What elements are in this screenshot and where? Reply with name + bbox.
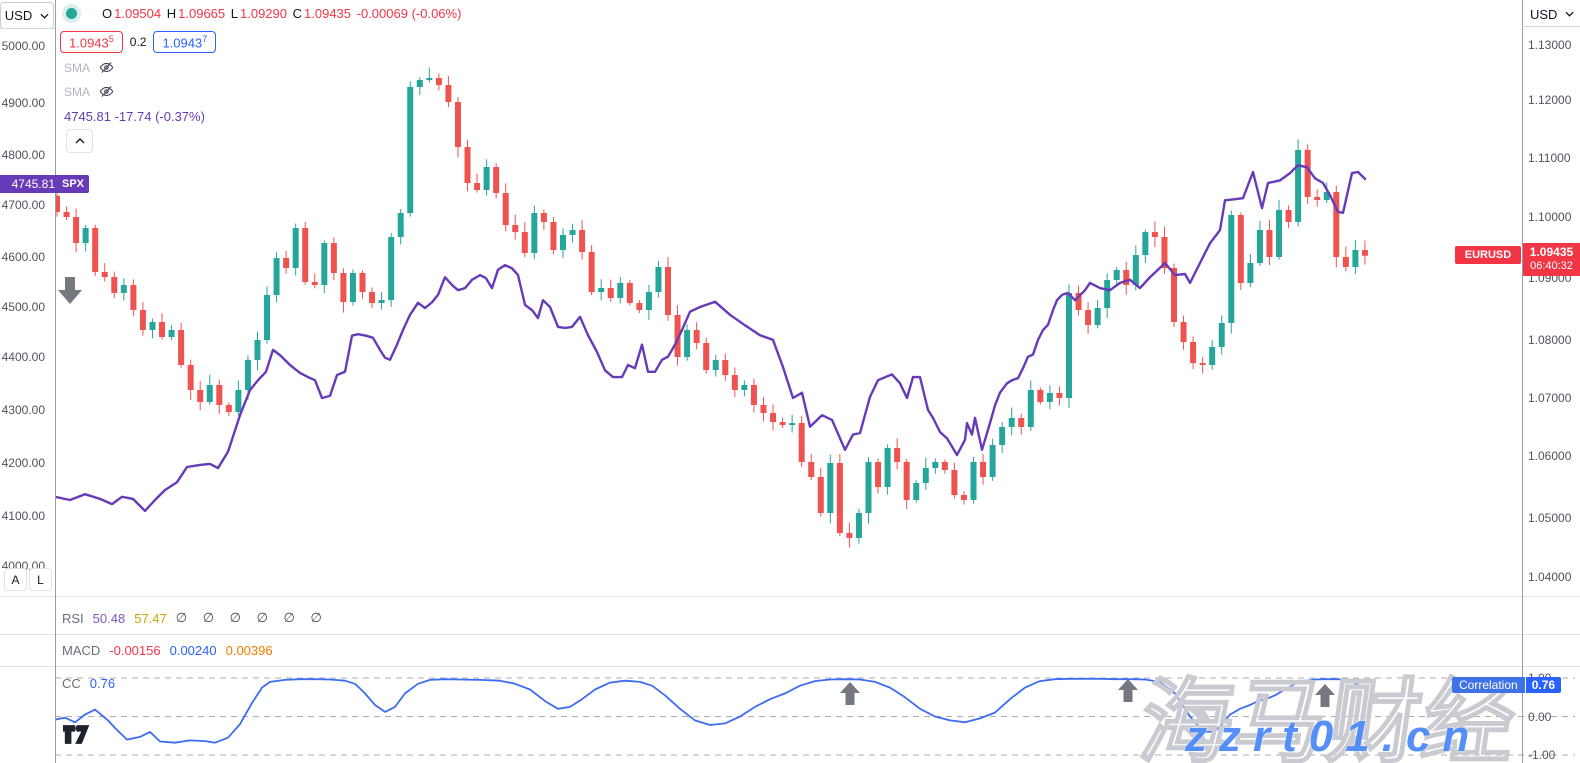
indicator-row-sma2[interactable]: SMA — [64, 84, 115, 99]
spx-symbol-tag[interactable]: SPX — [57, 175, 89, 193]
currency-label: USD — [4, 8, 33, 23]
tradingview-logo-icon[interactable] — [62, 723, 94, 751]
cc-pane-header[interactable]: CC 0.76 — [62, 676, 115, 691]
indicator-row-sma1[interactable]: SMA — [64, 60, 115, 75]
open-value: 1.09504 — [114, 6, 162, 21]
sma-label: SMA — [64, 84, 91, 99]
macd-pane-header[interactable]: MACD -0.00156 0.00240 0.00396 — [62, 643, 273, 658]
right-price-axis[interactable]: 1.13000 1.12000 1.11000 1.10000 1.09000 1.080… — [1522, 0, 1580, 763]
collapse-legend-button[interactable] — [66, 129, 93, 153]
correlation-value: 0.76 — [1524, 677, 1562, 693]
market-status-icon — [66, 8, 77, 19]
open-label: O — [102, 6, 113, 21]
eurusd-symbol-tag[interactable]: EURUSD — [1455, 246, 1521, 264]
spx-price-axis-label: 4745.81 — [0, 175, 63, 193]
right-axis-tick: 1.12000 — [1528, 93, 1572, 107]
left-axis-tick: 4600.00 — [1, 250, 45, 264]
right-axis-tick: 1.06000 — [1528, 449, 1572, 463]
left-axis-tick: 4900.00 — [1, 96, 45, 110]
low-label: L — [230, 6, 238, 21]
rsi-value: 50.48 — [92, 610, 126, 626]
macd-title: MACD — [62, 643, 101, 658]
pane-separator[interactable] — [0, 666, 1580, 667]
correlation-name: Correlation — [1452, 677, 1525, 693]
left-axis-tick: 4500.00 — [1, 300, 45, 314]
left-price-axis[interactable]: 5000.00 4900.00 4800.00 4700.00 4600.00 4500.… — [0, 0, 55, 763]
right-axis-tick: 1.07000 — [1528, 391, 1572, 405]
right-axis-tick: 1.04000 — [1528, 570, 1572, 584]
cc-axis-tick: -1.00 — [1528, 748, 1556, 762]
symbol-legend[interactable]: O 1.09504 H 1.09665 L 1.09290 C 1.09435 -0.0… — [66, 6, 465, 21]
left-axis-border — [55, 0, 56, 763]
left-axis-tick: 4800.00 — [1, 148, 45, 162]
left-axis-tick: 4400.00 — [1, 350, 45, 364]
chevron-up-icon — [75, 138, 84, 144]
left-axis-tick: 4300.00 — [1, 403, 45, 417]
cc-value: 0.76 — [89, 676, 116, 691]
right-axis-tick: 1.11000 — [1528, 151, 1571, 165]
correlation-series-label[interactable]: Correlation 0.76 — [1452, 677, 1562, 693]
axis-header-divider — [0, 28, 55, 29]
bid-ask-row: 1.09435 0.2 1.09437 — [60, 31, 217, 54]
low-value: 1.09290 — [240, 6, 287, 21]
rsi-title: RSI — [62, 610, 84, 626]
chevron-down-icon — [40, 13, 49, 19]
right-axis-tick: 1.08000 — [1528, 333, 1572, 347]
cc-title: CC — [62, 676, 81, 691]
last-price: 1.09435 — [1529, 245, 1574, 260]
eye-hidden-icon[interactable] — [98, 84, 115, 99]
eye-hidden-icon[interactable] — [98, 60, 115, 75]
currency-label: USD — [1530, 6, 1558, 22]
right-axis-border — [1522, 0, 1523, 763]
macd-value: 0.00240 — [169, 643, 217, 658]
macd-signal-value: 0.00396 — [225, 643, 273, 658]
sma-label: SMA — [64, 60, 91, 75]
left-axis-currency-dropdown[interactable]: USD — [0, 2, 54, 29]
high-label: H — [166, 6, 177, 21]
pane-separator[interactable] — [0, 596, 1580, 597]
left-axis-tick: 5000.00 — [1, 39, 45, 53]
spx-indicator-row[interactable]: 4745.81 -17.74 (-0.37%) — [64, 109, 205, 124]
left-axis-tick: 4700.00 — [1, 198, 45, 212]
pane-separator[interactable] — [0, 634, 1580, 635]
right-axis-tick: 1.05000 — [1528, 511, 1572, 525]
spread-value: 0.2 — [129, 35, 147, 50]
right-axis-currency-dropdown[interactable]: USD — [1528, 3, 1578, 25]
left-axis-tick: 4100.00 — [1, 509, 45, 523]
bar-countdown: 06:40:32 — [1530, 260, 1573, 273]
rsi-hidden-slot-icons: ∅ ∅ ∅ ∅ ∅ ∅ — [175, 610, 328, 625]
high-value: 1.09665 — [178, 6, 226, 21]
chevron-down-icon — [1565, 11, 1574, 17]
sell-price-button[interactable]: 1.09435 — [60, 31, 123, 54]
macd-hist-value: -0.00156 — [109, 643, 161, 658]
axis-header-divider — [1522, 26, 1580, 27]
buy-price-button[interactable]: 1.09437 — [153, 31, 217, 54]
left-axis-tick: 4200.00 — [1, 456, 45, 470]
right-axis-tick: 1.10000 — [1528, 210, 1572, 224]
right-axis-tick: 1.13000 — [1528, 38, 1572, 52]
auto-scale-button[interactable]: A — [4, 568, 27, 591]
rsi-pane-header[interactable]: RSI 50.48 57.47 ∅ ∅ ∅ ∅ ∅ ∅ — [62, 610, 328, 626]
rsi-ma-value: 57.47 — [134, 610, 167, 626]
log-scale-button[interactable]: L — [29, 568, 52, 591]
close-label: C — [292, 6, 303, 21]
eurusd-price-axis-label: 1.09435 06:40:32 — [1523, 243, 1580, 276]
cc-axis-tick: 0.00 — [1528, 710, 1552, 724]
change-value: -0.00069 (-0.06%) — [356, 6, 462, 21]
close-value: 1.09435 — [304, 6, 352, 21]
